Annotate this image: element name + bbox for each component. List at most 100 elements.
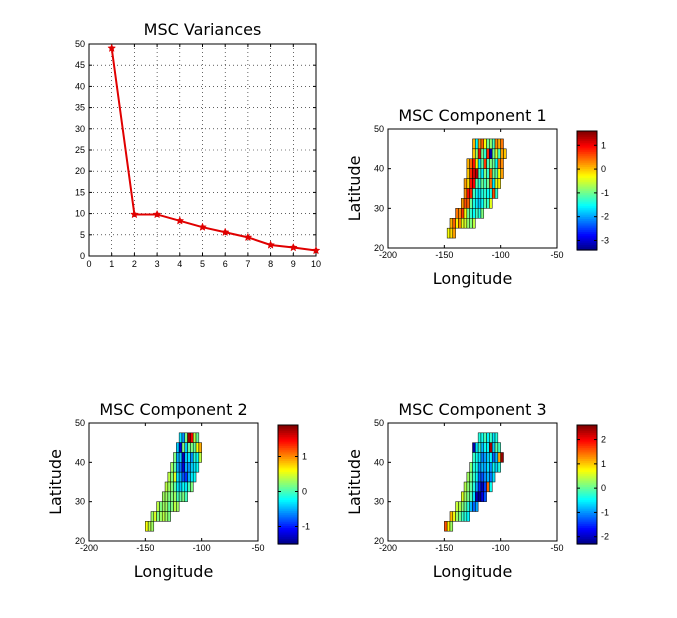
heatmap-cell (472, 168, 476, 179)
heatmap-cell (491, 138, 496, 150)
colorbar-segment (278, 456, 298, 460)
colorbar-segment (577, 458, 597, 461)
component-2-chart: -200 -150 -100 -50 20 30 40 50 MSC Component 2 Lo… (46, 400, 310, 581)
heatmap-cell (475, 178, 479, 189)
heatmap-cell (150, 511, 155, 522)
heatmap-cell (178, 481, 183, 493)
heatmap-cell (469, 481, 473, 493)
heatmap-cell (486, 471, 490, 483)
colorbar-segment (278, 454, 298, 458)
heatmap-cell (466, 471, 470, 483)
colorbar-tick-label: 1 (302, 452, 307, 462)
heatmap-cell (176, 471, 180, 483)
heatmap-cell (156, 501, 160, 512)
heatmap-cell (483, 432, 487, 443)
heatmap-cell (483, 168, 487, 179)
colorbar-segment (577, 462, 597, 465)
heatmap-cell (466, 491, 470, 502)
colorbar-segment (278, 452, 298, 456)
heatmap-cell (497, 178, 501, 189)
heatmap-cell (489, 432, 493, 443)
heatmap-cell (477, 198, 482, 209)
colorbar-tick-label: 0 (302, 487, 307, 497)
colorbar-segment (577, 168, 597, 171)
heatmap-cell (449, 227, 454, 239)
colorbar-tick-label: 1 (601, 140, 606, 150)
heatmap-cell (455, 511, 459, 522)
colorbar-segment (278, 477, 298, 480)
heatmap-cell (184, 462, 188, 473)
heatmap-cell (475, 481, 479, 493)
heatmap-cell (475, 462, 479, 473)
colorbar-segment (577, 490, 597, 493)
colorbar-segment (577, 229, 597, 233)
y-tick-label: 0 (80, 251, 85, 261)
heatmap-cell (494, 432, 499, 443)
colorbar-segment (278, 530, 298, 534)
heatmap-cell (178, 432, 183, 443)
heatmap-cell (477, 158, 482, 169)
heatmap-cell (486, 442, 490, 453)
colorbar-segment (577, 177, 597, 180)
colorbar-segment (577, 512, 597, 515)
heatmap-cell (483, 138, 487, 150)
heatmap-cell (159, 511, 163, 522)
colorbar-segment (577, 147, 597, 151)
heatmap-cell (475, 491, 479, 502)
colorbar-segment (577, 538, 597, 541)
heatmap-cell (489, 471, 493, 483)
heatmap-cell (195, 462, 200, 473)
colorbar-segment (577, 449, 597, 452)
heatmap-cell (475, 158, 479, 169)
colorbar-segment (278, 465, 298, 469)
colorbar-segment (577, 532, 597, 536)
colorbar-segment (577, 516, 597, 519)
heatmap-cell (444, 521, 448, 532)
heatmap-cell (187, 462, 191, 473)
colorbar-segment (577, 149, 597, 153)
heatmap-cell (446, 227, 451, 239)
chart-title: MSC Component 3 (398, 400, 546, 419)
colorbar-segment (577, 465, 597, 469)
heatmap-cell (475, 442, 479, 453)
heatmap-cell (475, 471, 479, 483)
heatmap-cell (494, 178, 499, 189)
colorbar-segment (577, 501, 597, 504)
heatmap-cell (164, 511, 169, 522)
heatmap-cell (463, 491, 468, 502)
heatmap-cell (477, 462, 482, 473)
colorbar-segment (278, 521, 298, 525)
colorbar-segment (577, 210, 597, 214)
heatmap-cell (176, 481, 180, 493)
heatmap-cell (187, 471, 191, 483)
heatmap-cell (491, 158, 496, 169)
heatmap-cell (190, 462, 194, 473)
colorbar-segment (577, 443, 597, 447)
colorbar-frame (277, 424, 299, 545)
heatmap-cell (480, 138, 485, 150)
x-tick-label: 2 (132, 259, 137, 269)
x-tick-label: 0 (86, 259, 91, 269)
heatmap-cell (472, 208, 476, 219)
heatmap-cell (192, 471, 197, 483)
heatmap-cell (458, 501, 462, 512)
colorbar-segment (577, 218, 597, 221)
heatmap-cell (449, 218, 454, 229)
y-tick-label: 30 (374, 497, 384, 507)
heatmap-cell (477, 208, 482, 219)
colorbar-segment (278, 532, 298, 536)
heatmap-cell (497, 452, 501, 463)
heatmap-cell (494, 442, 499, 453)
heatmap-cell (181, 481, 186, 493)
colorbar-segment (577, 478, 597, 482)
y-tick-label: 10 (75, 209, 85, 219)
colorbar-segment (278, 458, 298, 461)
colorbar-segment (577, 542, 597, 545)
heatmap-cell (458, 511, 462, 522)
colorbar-segment (278, 529, 298, 532)
colorbar-segment (577, 495, 597, 499)
y-tick-label: 20 (75, 536, 85, 546)
colorbar-tick-label: -2 (601, 212, 609, 222)
y-tick-label: 30 (374, 203, 384, 213)
heatmap-cell (491, 168, 496, 179)
